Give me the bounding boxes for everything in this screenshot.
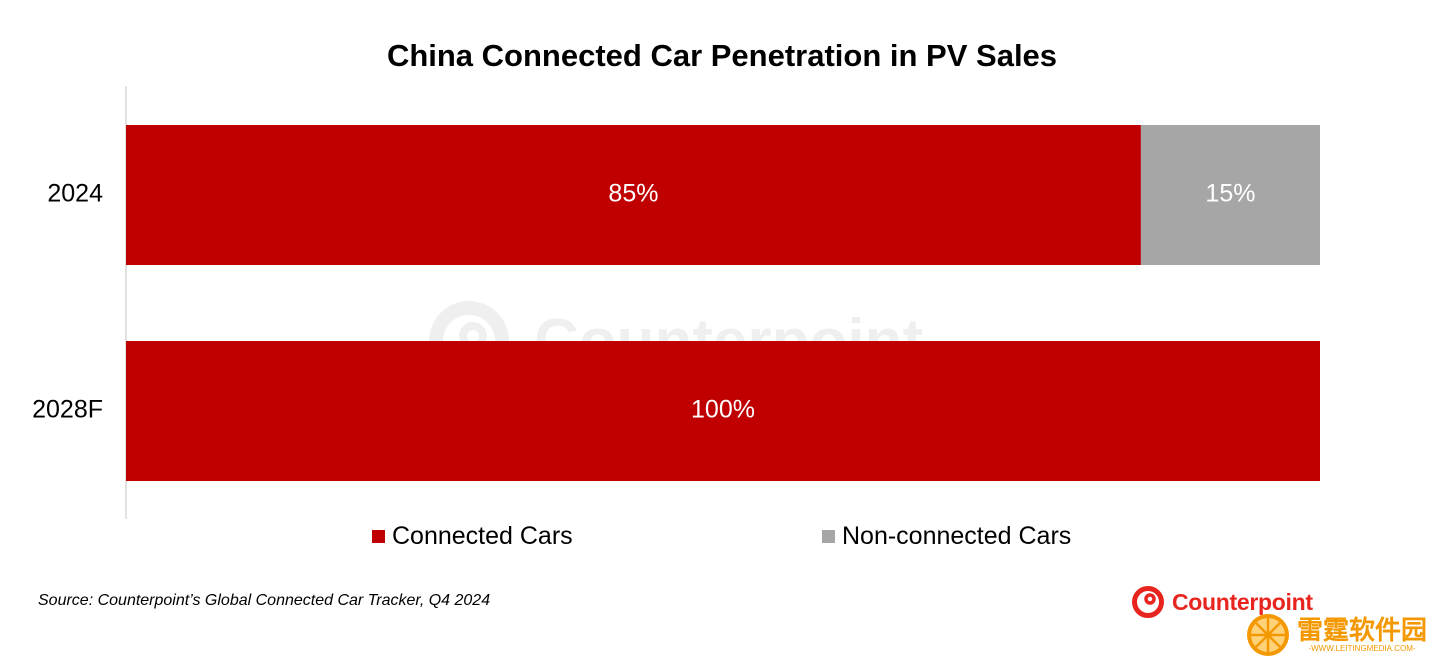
- counterpoint-logo: Counterpoint: [1130, 584, 1313, 620]
- data-label-nonconnected-2024: 15%: [1205, 180, 1255, 208]
- chart-title: China Connected Car Penetration in PV Sa…: [386, 38, 1058, 73]
- legend-item-nonconnected: Non-connected Cars: [822, 519, 1071, 553]
- legend-label-nonconnected: Non-connected Cars: [842, 521, 1072, 550]
- legend-item-connected: Connected Cars: [372, 519, 573, 553]
- brand-name: Counterpoint: [1172, 588, 1313, 615]
- leiting-watermark: 雷霆软件园 -WWW.LEITINGMEDIA.COM-: [1243, 612, 1427, 658]
- bars-group: [126, 125, 1320, 481]
- category-label-2024: 2024: [47, 180, 103, 208]
- data-label-connected-2024: 85%: [608, 180, 658, 208]
- watermark-url: -WWW.LEITINGMEDIA.COM-: [1308, 644, 1416, 653]
- category-label-2028f: 2028F: [32, 396, 103, 424]
- bar-nonconnected-2024: [1140, 125, 1320, 265]
- bar-chart: 2024 85% 15% 2028F 100%: [32, 86, 1320, 519]
- legend-swatch-connected: [372, 529, 385, 543]
- counterpoint-logo-icon: [1132, 586, 1164, 618]
- labels-group: 2024 85% 15% 2028F 100%: [32, 180, 1255, 424]
- orange-slice-icon: [1247, 614, 1289, 656]
- bar-connected-2028f: [126, 341, 1320, 481]
- source-note: Source: Counterpoint’s Global Connected …: [38, 592, 491, 609]
- legend-label-connected: Connected Cars: [392, 521, 573, 550]
- legend-swatch-nonconnected: [822, 529, 835, 543]
- data-label-connected-2028f: 100%: [691, 396, 755, 424]
- watermark-title: 雷霆软件园: [1297, 615, 1428, 645]
- bar-connected-2024: [126, 125, 1141, 265]
